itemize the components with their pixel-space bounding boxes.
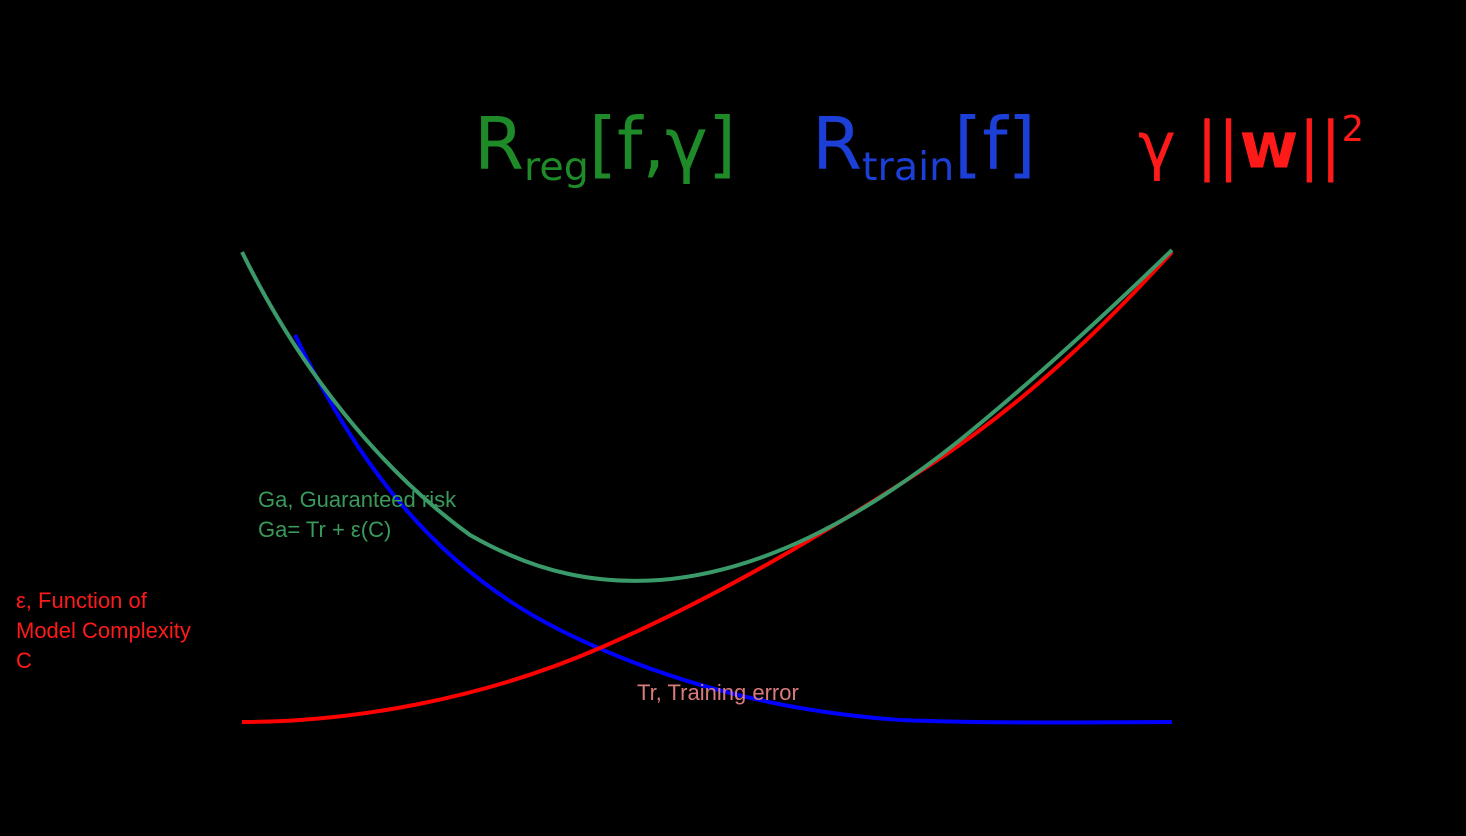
reg-args: [f,γ] <box>588 102 736 186</box>
complexity-label-line3: C <box>16 648 32 673</box>
reg-symbol: R <box>474 102 525 186</box>
complexity-label-line1: ε, Function of <box>16 588 147 613</box>
train-args: [f] <box>954 102 1036 186</box>
training-risk-formula: Rtrain[f] <box>812 108 1036 188</box>
guaranteed-risk-label-line1: Ga, Guaranteed risk <box>258 487 457 512</box>
training-error-label: Tr, Training error <box>637 678 799 708</box>
gamma-symbol: γ <box>1138 109 1176 184</box>
norm-exponent: 2 <box>1341 109 1364 150</box>
regularized-risk-formula: Rreg[f,γ] <box>474 108 736 188</box>
guaranteed-risk-curve <box>240 248 1174 583</box>
train-symbol: R <box>812 102 863 186</box>
guaranteed-risk-label: Ga, Guaranteed risk Ga= Tr + ε(C) <box>258 485 456 545</box>
complexity-label-line2: Model Complexity <box>16 618 191 643</box>
norm-bars-right: || <box>1298 109 1342 184</box>
regularizer-formula: γ ||w||2 <box>1138 112 1364 178</box>
train-subscript: train <box>862 144 955 191</box>
complexity-curve <box>241 250 1174 724</box>
complexity-label: ε, Function of Model Complexity C <box>16 586 191 676</box>
weight-vector-symbol: w <box>1239 109 1299 184</box>
training-error-label-line1: Tr, Training error <box>637 680 799 705</box>
training-error-curve <box>293 334 1173 725</box>
guaranteed-risk-label-line2: Ga= Tr + ε(C) <box>258 517 392 542</box>
norm-bars-left: || <box>1196 109 1240 184</box>
reg-subscript: reg <box>524 144 589 191</box>
